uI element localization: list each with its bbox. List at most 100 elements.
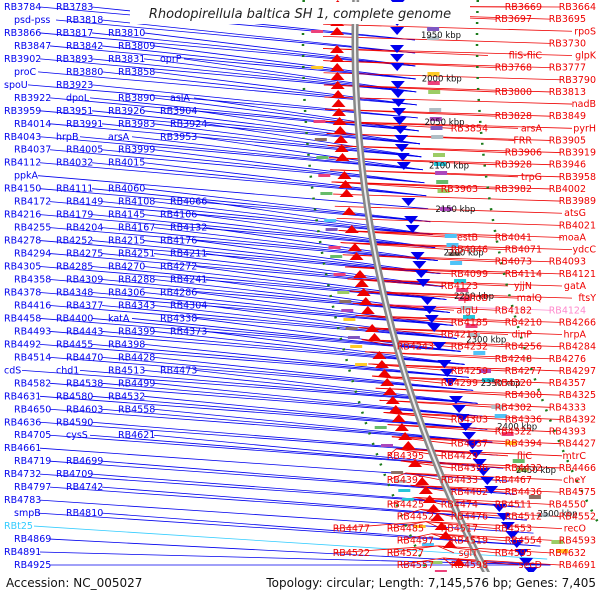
gene-label[interactable]: fliS-fliC	[509, 51, 543, 62]
gene-label[interactable]: RB3828	[495, 111, 532, 122]
gene-label[interactable]: RB4554	[505, 536, 542, 547]
gene-label[interactable]: RB4005	[66, 145, 103, 156]
gene-label[interactable]: RB4211	[170, 249, 207, 260]
gene-label[interactable]: RB4060	[108, 184, 145, 195]
gene-label[interactable]: malQ	[517, 293, 542, 304]
gene-label[interactable]: RB3959	[4, 106, 41, 117]
gene-label[interactable]: RB4300	[505, 390, 542, 401]
gene-label[interactable]: RB4046	[451, 245, 488, 256]
gene-label[interactable]: RB4511	[495, 499, 532, 510]
gene-label[interactable]: moaA	[559, 232, 587, 243]
gene-label[interactable]: RB4433	[441, 475, 478, 486]
gene-label[interactable]: RB4259	[451, 366, 488, 377]
gene-label[interactable]: RB4632	[549, 548, 586, 559]
gene-label[interactable]: RB4333	[549, 402, 586, 413]
gene-label[interactable]: RB3777	[549, 63, 586, 74]
gene-label[interactable]: sglT	[459, 548, 479, 559]
gene-label[interactable]: RB4527	[387, 548, 424, 559]
gene-label[interactable]: RB4925	[14, 560, 51, 571]
gene-label[interactable]: RB4719	[14, 456, 51, 467]
gene-label[interactable]: RB3983	[118, 119, 155, 130]
gene-label[interactable]: RB4248	[495, 354, 532, 365]
gene-label[interactable]: RB4582	[14, 378, 51, 389]
gene-label[interactable]: RB3982	[495, 184, 532, 195]
gene-label[interactable]: ppkA	[14, 171, 39, 182]
gene-label[interactable]: RB4343	[118, 300, 155, 311]
gene-label[interactable]: RB4705	[14, 430, 51, 441]
gene-label[interactable]: RB4309	[66, 275, 103, 286]
gene-label[interactable]: RB4558	[118, 404, 155, 415]
gene-label[interactable]: RB4432	[505, 463, 542, 474]
gene-label[interactable]: RB4595	[495, 548, 532, 559]
gene-label[interactable]: RB4458	[4, 313, 41, 324]
gene-label[interactable]: dinP	[512, 330, 533, 341]
gene-label[interactable]: katA	[108, 313, 130, 324]
gene-label[interactable]: RB4598	[451, 560, 488, 571]
gene-label[interactable]: RB3849	[549, 111, 586, 122]
gene-label[interactable]: RB4150	[4, 184, 41, 195]
gene-label[interactable]: RB3906	[505, 148, 542, 159]
gene-label[interactable]: RB4325	[559, 390, 596, 401]
gene-label[interactable]: RB3953	[160, 132, 197, 143]
gene-label[interactable]: RB4066	[170, 197, 207, 208]
gene-label[interactable]: RB4123	[441, 281, 478, 292]
gene-label[interactable]: RB4742	[66, 482, 103, 493]
gene-label[interactable]: RB4112	[4, 158, 41, 169]
gene-label[interactable]: RB4071	[505, 245, 542, 256]
gene-label[interactable]: RB4285	[56, 262, 93, 273]
gene-label[interactable]: RB3817	[56, 28, 93, 39]
gene-label[interactable]: RB4338	[160, 313, 197, 324]
gene-label[interactable]: RB3768	[495, 63, 532, 74]
gene-label[interactable]: RB4470	[66, 352, 103, 363]
gene-label[interactable]: gatA	[564, 281, 587, 292]
gene-label[interactable]: RB4512	[505, 511, 542, 522]
gene-label[interactable]: RB4550	[549, 499, 586, 510]
gene-label[interactable]: RB4337	[451, 439, 488, 450]
gene-label[interactable]: RB4358	[14, 275, 51, 286]
gene-label[interactable]: RB3783	[56, 2, 93, 13]
gene-label[interactable]: RB4002	[549, 184, 586, 195]
gene-label[interactable]: RB4251	[118, 249, 155, 260]
gene-label[interactable]: RB4149	[66, 197, 103, 208]
gene-label[interactable]: RB3730	[549, 38, 586, 49]
gene-label[interactable]: RB4519	[451, 536, 488, 547]
gene-label[interactable]: fliC	[517, 451, 533, 462]
gene-label[interactable]: RB4580	[56, 391, 93, 402]
gene-label[interactable]: RB3790	[559, 75, 596, 86]
gene-label[interactable]: RB4590	[56, 417, 93, 428]
gene-label[interactable]: RB3893	[56, 54, 93, 65]
gene-label[interactable]: RB4396	[451, 463, 488, 474]
gene-label[interactable]: chd1	[56, 365, 79, 376]
gene-label[interactable]: RB4517	[441, 524, 478, 535]
gene-label[interactable]: RB4402	[451, 487, 488, 498]
gene-label[interactable]: RB3818	[66, 15, 103, 26]
gene-label[interactable]: RB4522	[333, 548, 370, 559]
gene-label[interactable]: RB4241	[170, 275, 207, 286]
gene-label[interactable]: RB4473	[160, 365, 197, 376]
gene-label[interactable]: oprP	[160, 54, 182, 65]
gene-label[interactable]: RB4114	[505, 269, 542, 280]
gene-label[interactable]: RB4284	[559, 342, 596, 353]
gene-label[interactable]: RB4783	[4, 495, 41, 506]
gene-label[interactable]: RB3854	[451, 123, 488, 134]
gene-label[interactable]: RB4477	[333, 524, 370, 535]
gene-label[interactable]: secD	[519, 560, 542, 571]
gene-label[interactable]: RB4476	[451, 511, 488, 522]
gene-label[interactable]: RB4041	[495, 232, 532, 243]
gene-label[interactable]: RB4513	[108, 365, 145, 376]
gene-label[interactable]: RB4014	[14, 119, 51, 130]
gene-label[interactable]: RB4176	[160, 236, 197, 247]
gene-label[interactable]: RB3963	[441, 184, 478, 195]
gene-label[interactable]: cdS	[4, 365, 21, 376]
gene-label[interactable]: psd-pss	[14, 15, 50, 26]
gene-label[interactable]: RB3919	[559, 148, 596, 159]
gene-label[interactable]: RB4650	[14, 404, 51, 415]
gene-label[interactable]: RB3800	[495, 87, 532, 98]
gene-label[interactable]: ftsY	[578, 293, 596, 304]
gene-label[interactable]: RB3880	[66, 67, 103, 78]
gene-label[interactable]: RB4210	[505, 317, 542, 328]
gene-label[interactable]: RB4348	[56, 287, 93, 298]
gene-label[interactable]: RB4709	[56, 469, 93, 480]
gene-label[interactable]: RB4377	[66, 300, 103, 311]
gene-label[interactable]: dpoL	[66, 93, 90, 104]
